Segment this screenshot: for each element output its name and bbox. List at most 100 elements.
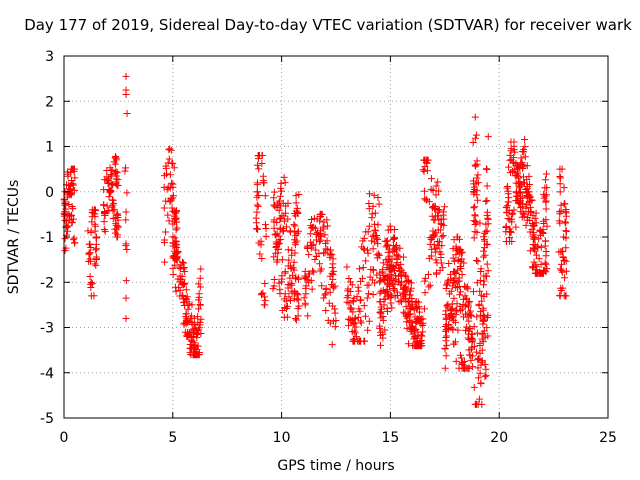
data-point: [542, 252, 550, 260]
data-point: [197, 315, 205, 323]
data-point: [412, 334, 420, 342]
data-point: [396, 264, 404, 272]
data-point: [357, 319, 365, 327]
data-point: [441, 344, 449, 352]
data-point: [111, 225, 119, 233]
data-point: [514, 170, 522, 178]
data-point: [354, 313, 362, 321]
data-point: [196, 301, 204, 309]
data-point: [270, 194, 278, 202]
data-point: [161, 258, 169, 266]
data-point: [169, 159, 177, 167]
data-point: [394, 291, 402, 299]
data-point: [402, 272, 410, 280]
data-point: [253, 208, 261, 216]
data-point: [562, 234, 570, 242]
data-point: [369, 266, 377, 274]
data-point: [305, 278, 313, 286]
data-point: [86, 240, 94, 248]
data-point: [195, 280, 203, 288]
data-point: [557, 174, 565, 182]
data-point: [473, 174, 481, 182]
data-point: [173, 207, 181, 215]
data-point: [270, 282, 278, 290]
data-point: [122, 164, 130, 172]
data-point: [187, 336, 195, 344]
data-point: [61, 198, 69, 206]
data-point: [480, 272, 488, 280]
data-point: [475, 300, 483, 308]
data-point: [370, 191, 378, 199]
data-point: [476, 349, 484, 357]
data-point: [511, 148, 519, 156]
data-point: [183, 293, 191, 301]
data-point: [312, 252, 320, 260]
data-point: [419, 166, 427, 174]
data-point: [537, 231, 545, 239]
data-point: [542, 176, 550, 184]
data-point: [270, 224, 278, 232]
data-point: [442, 337, 450, 345]
data-point: [287, 264, 295, 272]
data-point: [176, 265, 184, 273]
data-point: [365, 290, 373, 298]
data-point: [472, 257, 480, 265]
data-point: [414, 328, 422, 336]
data-point: [331, 323, 339, 331]
data-point: [481, 360, 489, 368]
data-point: [475, 356, 483, 364]
data-point: [442, 326, 450, 334]
data-point: [276, 214, 284, 222]
data-point: [112, 178, 120, 186]
data-point: [347, 278, 355, 286]
data-point: [371, 227, 379, 235]
data-point: [442, 352, 450, 360]
data-point: [432, 182, 440, 190]
data-point: [483, 197, 491, 205]
data-point: [286, 274, 294, 282]
data-point: [477, 267, 485, 275]
data-point: [160, 204, 168, 212]
data-point: [470, 383, 478, 391]
data-point: [288, 287, 296, 295]
data-point: [356, 296, 364, 304]
data-point: [381, 237, 389, 245]
data-point: [161, 236, 169, 244]
data-point: [529, 222, 537, 230]
data-point: [457, 288, 465, 296]
data-point: [383, 273, 391, 281]
data-point: [445, 259, 453, 267]
data-point: [420, 167, 428, 175]
data-point: [369, 202, 377, 210]
data-point: [423, 196, 431, 204]
data-point: [277, 184, 285, 192]
data-point: [484, 220, 492, 228]
data-point: [385, 256, 393, 264]
data-point: [356, 337, 364, 345]
data-point: [316, 210, 324, 218]
data-point: [535, 269, 543, 277]
data-point: [527, 208, 535, 216]
data-point: [282, 223, 290, 231]
data-point: [294, 227, 302, 235]
data-point: [61, 235, 69, 243]
data-point: [280, 313, 288, 321]
data-point: [360, 234, 368, 242]
data-point: [304, 245, 312, 253]
data-point: [504, 187, 512, 195]
chart-title: Day 177 of 2019, Sidereal Day-to-day VTE…: [24, 16, 632, 34]
data-point: [122, 208, 130, 216]
data-point: [112, 168, 120, 176]
data-point: [520, 210, 528, 218]
data-point: [191, 320, 199, 328]
y-tick-label: 0: [45, 185, 54, 201]
data-point: [399, 269, 407, 277]
data-points: [60, 72, 570, 408]
data-point: [503, 202, 511, 210]
data-point: [168, 179, 176, 187]
data-point: [401, 294, 409, 302]
data-point: [466, 351, 474, 359]
data-point: [470, 180, 478, 188]
data-point: [443, 341, 451, 349]
